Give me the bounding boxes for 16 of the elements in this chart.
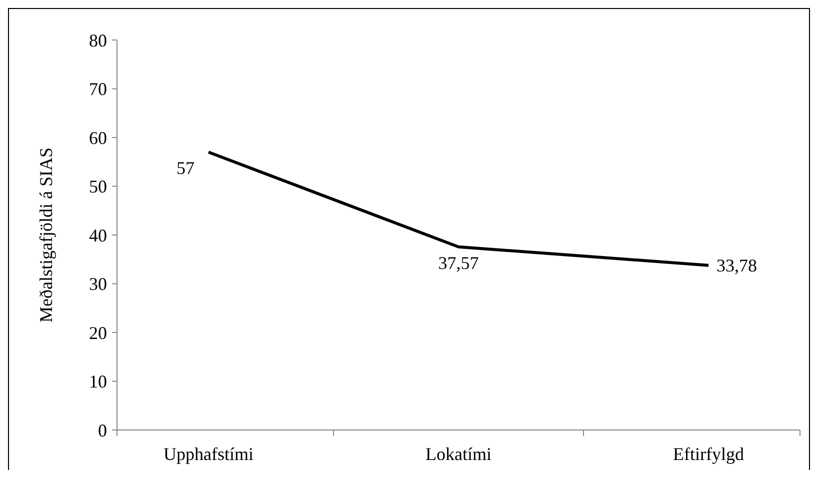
y-tick-label: 70 bbox=[89, 79, 107, 100]
x-tick-label: Eftirfylgd bbox=[673, 444, 744, 464]
y-tick-label: 40 bbox=[89, 225, 107, 246]
y-tick-label: 20 bbox=[89, 322, 107, 343]
data-label: 37,57 bbox=[438, 252, 479, 273]
x-tick-label: Upphafstími bbox=[164, 444, 254, 464]
data-label: 57 bbox=[176, 158, 194, 178]
x-tick-label: Lokatími bbox=[426, 444, 492, 464]
y-tick-label: 80 bbox=[89, 30, 107, 50]
y-tick-label: 60 bbox=[89, 128, 107, 148]
y-axis-title: Meðalstigafjöldi á SIAS bbox=[36, 148, 56, 322]
y-tick-label: 10 bbox=[89, 372, 107, 392]
y-tick-label: 50 bbox=[89, 176, 107, 197]
y-tick-label: 0 bbox=[98, 420, 107, 440]
data-label: 33,78 bbox=[716, 255, 757, 276]
y-tick-label: 30 bbox=[89, 274, 107, 294]
